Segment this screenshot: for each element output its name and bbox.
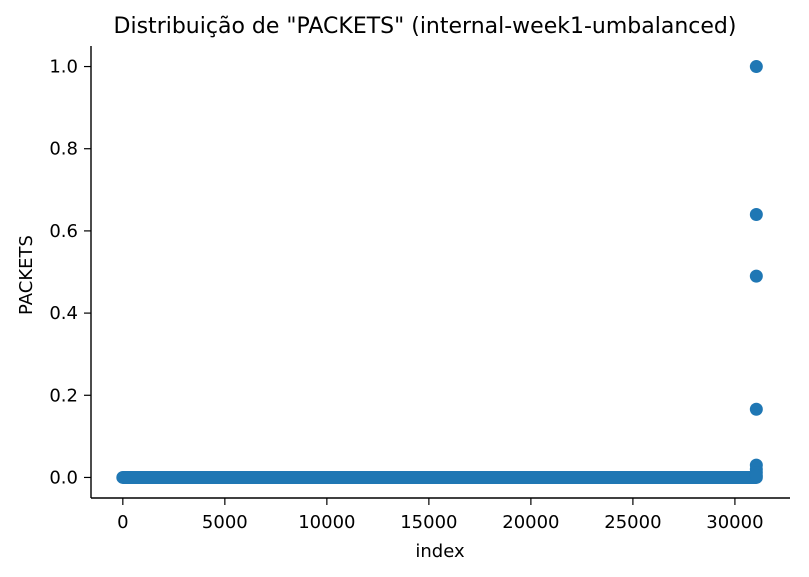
data-point (749, 402, 763, 416)
y-tick-label: 0.0 (49, 467, 78, 488)
y-tick-label: 0.6 (49, 221, 78, 242)
chart-title: Distribuição de "PACKETS" (internal-week… (114, 14, 737, 39)
plot-area (116, 60, 763, 484)
data-point (749, 468, 763, 482)
x-ticks: 0 5000 10000 15000 20000 25000 30000 (117, 498, 764, 533)
x-tick-label: 20000 (502, 512, 559, 533)
y-tick-label: 0.4 (49, 303, 78, 324)
y-tick-label: 0.8 (49, 139, 78, 160)
y-tick-label: 0.2 (49, 385, 78, 406)
x-axis-label: index (415, 541, 465, 562)
data-point (749, 60, 763, 74)
y-ticks: 0.0 0.2 0.4 0.6 0.8 1.0 (49, 57, 91, 488)
y-tick-label: 1.0 (49, 57, 78, 78)
data-point (749, 269, 763, 283)
x-tick-label: 5000 (202, 512, 248, 533)
x-tick-label: 0 (117, 512, 128, 533)
y-axis-label: PACKETS (16, 235, 37, 315)
x-tick-label: 10000 (298, 512, 355, 533)
dense-points-band (116, 470, 763, 484)
data-point (749, 207, 763, 221)
x-tick-label: 15000 (400, 512, 457, 533)
x-tick-label: 30000 (706, 512, 763, 533)
x-tick-label: 25000 (604, 512, 661, 533)
